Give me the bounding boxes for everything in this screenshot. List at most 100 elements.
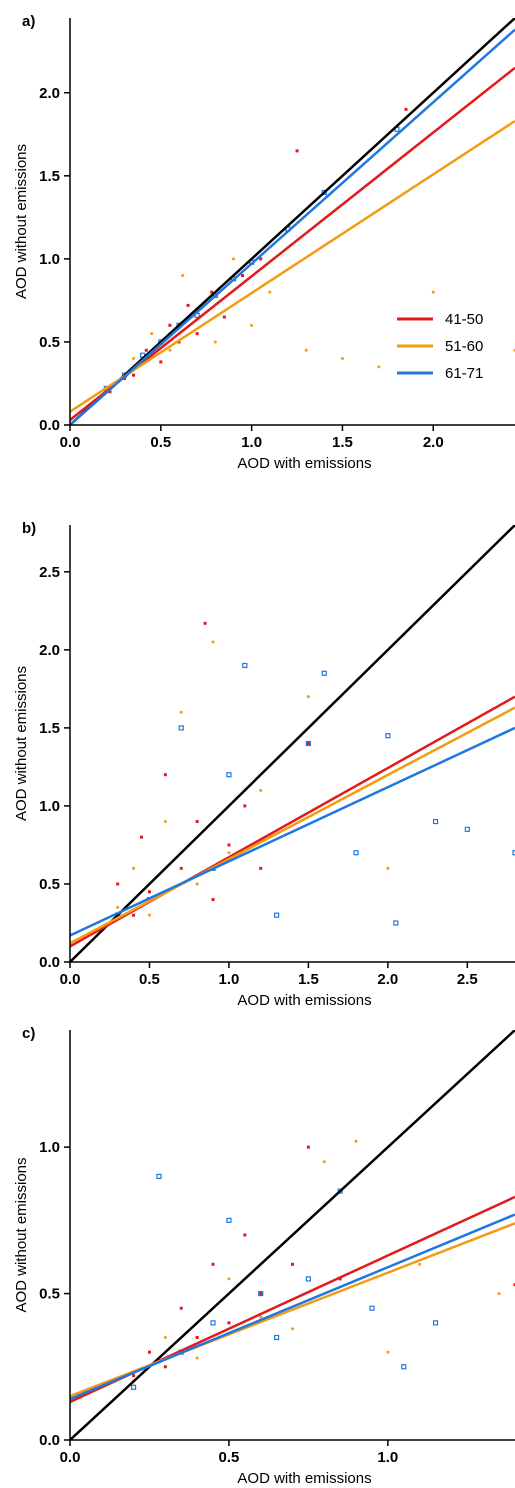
point <box>393 920 399 926</box>
point <box>179 710 183 714</box>
point <box>295 149 299 153</box>
x-tick-label: 0.5 <box>218 1449 239 1466</box>
point <box>274 1334 280 1341</box>
y-tick-label: 1.0 <box>39 251 60 268</box>
point <box>227 843 231 847</box>
panel: c) AOD without emissions AOD with emission… <box>13 1025 515 1487</box>
x-tick-label: 2.5 <box>457 971 478 988</box>
point <box>241 273 245 277</box>
point <box>195 820 199 824</box>
point <box>211 1262 215 1266</box>
x-tick-label: 0.0 <box>60 971 81 988</box>
point <box>250 323 254 327</box>
plot-area <box>70 1030 515 1440</box>
point <box>213 340 217 344</box>
point <box>150 332 154 336</box>
fit-line <box>70 1213 515 1401</box>
fit-line <box>70 66 515 421</box>
point <box>195 1336 199 1339</box>
panel: a) AOD without emissions AOD with emission… <box>13 13 515 472</box>
point <box>211 898 215 902</box>
point <box>464 826 470 832</box>
fit-line <box>70 28 515 425</box>
point <box>291 1262 294 1266</box>
y-axis-label: AOD without emissions <box>13 1157 30 1312</box>
x-tick-label: 1.0 <box>241 434 262 451</box>
x-tick-label: 2.0 <box>377 971 398 988</box>
point <box>321 670 327 676</box>
point <box>116 905 120 909</box>
point <box>259 1292 263 1296</box>
y-tick-label: 0.5 <box>39 1286 60 1303</box>
point <box>168 348 172 352</box>
plot-area <box>70 525 515 962</box>
point <box>231 257 235 261</box>
point <box>181 273 185 277</box>
point <box>243 1233 247 1237</box>
fit-line <box>70 1030 515 1440</box>
y-tick-label: 0.0 <box>39 954 60 971</box>
fit-line <box>70 706 515 945</box>
x-axis-label: AOD with emissions <box>237 992 371 1009</box>
point <box>195 332 199 336</box>
point <box>306 695 310 699</box>
point <box>385 733 391 739</box>
point <box>210 290 214 294</box>
legend-label: 61-71 <box>445 365 483 382</box>
y-tick-label: 1.5 <box>39 168 60 185</box>
point <box>306 1145 310 1149</box>
point <box>116 882 120 886</box>
point <box>156 1173 162 1180</box>
point <box>242 662 248 669</box>
point <box>222 315 226 319</box>
point <box>377 365 381 369</box>
point <box>163 1365 167 1369</box>
panel-label: a) <box>22 13 35 30</box>
point <box>130 1384 137 1390</box>
point <box>203 621 207 625</box>
point <box>163 1336 167 1339</box>
legend-label: 51-60 <box>445 338 483 355</box>
point <box>259 788 263 792</box>
point <box>179 1306 183 1310</box>
point <box>243 804 247 808</box>
point <box>132 1374 136 1378</box>
point <box>140 835 144 839</box>
point <box>258 1290 264 1297</box>
fit-line <box>70 119 515 413</box>
point <box>418 1262 422 1266</box>
point <box>132 373 136 377</box>
point <box>227 1321 231 1325</box>
point <box>227 851 231 855</box>
point <box>227 1277 231 1281</box>
point <box>322 1160 326 1164</box>
point <box>512 850 515 856</box>
point <box>178 725 184 731</box>
point <box>186 303 190 307</box>
x-axis-label: AOD with emissions <box>237 455 371 472</box>
point <box>513 1283 515 1287</box>
panel-label: b) <box>22 520 36 537</box>
legend-label: 41-50 <box>445 311 483 328</box>
x-tick-label: 1.5 <box>332 434 353 451</box>
point <box>132 357 136 361</box>
y-tick-label: 0.5 <box>39 876 60 893</box>
point <box>353 850 359 856</box>
x-tick-label: 0.5 <box>139 971 160 988</box>
point <box>432 1320 439 1326</box>
fit-line <box>70 726 515 937</box>
point <box>195 882 199 886</box>
point <box>132 913 136 917</box>
y-tick-label: 2.0 <box>39 85 60 102</box>
y-tick-label: 1.0 <box>39 1139 60 1156</box>
point <box>211 640 215 644</box>
point <box>268 290 272 294</box>
point <box>321 189 327 196</box>
point <box>168 323 172 327</box>
point <box>340 357 344 361</box>
x-tick-label: 2.0 <box>423 434 444 451</box>
point <box>305 740 311 747</box>
point <box>337 1188 343 1194</box>
point <box>259 866 263 870</box>
point <box>259 257 263 261</box>
